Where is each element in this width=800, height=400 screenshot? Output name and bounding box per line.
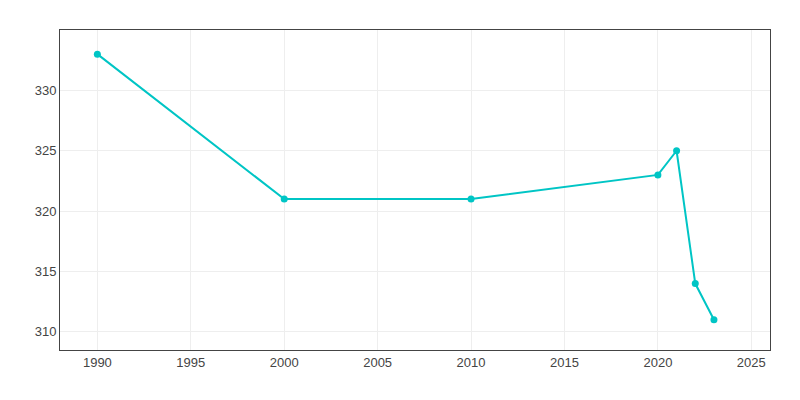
svg-text:2015: 2015 (550, 355, 579, 370)
svg-text:325: 325 (35, 143, 57, 158)
svg-text:2000: 2000 (270, 355, 299, 370)
svg-text:315: 315 (35, 264, 57, 279)
svg-text:1990: 1990 (83, 355, 112, 370)
svg-text:320: 320 (35, 204, 57, 219)
svg-text:310: 310 (35, 324, 57, 339)
svg-text:1995: 1995 (176, 355, 205, 370)
svg-text:330: 330 (35, 83, 57, 98)
svg-text:2025: 2025 (737, 355, 766, 370)
svg-text:2010: 2010 (457, 355, 486, 370)
svg-text:2020: 2020 (643, 355, 672, 370)
svg-text:2005: 2005 (363, 355, 392, 370)
